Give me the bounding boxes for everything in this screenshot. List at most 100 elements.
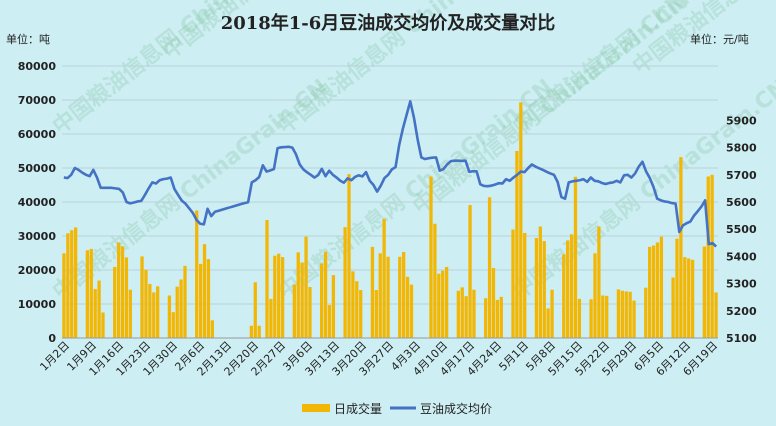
price-line	[63, 100, 718, 248]
volume-bar	[85, 250, 90, 338]
left-axis-unit: 单位：吨	[6, 32, 50, 46]
legend: 日成交量 豆油成交均价	[302, 401, 492, 416]
volume-bar	[101, 312, 105, 338]
volume-bar	[519, 102, 523, 338]
volume-bar	[148, 283, 152, 338]
volume-bar	[687, 258, 691, 338]
volume-bars	[62, 102, 718, 338]
legend-swatch-volume	[302, 404, 330, 412]
volume-bar	[343, 227, 347, 338]
volume-bar	[93, 289, 97, 338]
volume-bar	[429, 176, 433, 338]
volume-bar	[515, 151, 519, 338]
volume-bar	[409, 284, 414, 338]
volume-bar	[175, 286, 179, 338]
volume-bar	[382, 219, 386, 338]
volume-bar	[156, 286, 160, 338]
volume-bar	[675, 238, 679, 338]
volume-bar	[269, 298, 273, 338]
right-tick-label: 5800	[726, 142, 757, 155]
volume-bar	[464, 296, 468, 338]
left-tick-label: 20000	[18, 264, 57, 277]
right-tick-label: 5100	[726, 332, 757, 345]
volume-bar	[292, 284, 296, 338]
volume-bar	[511, 229, 515, 338]
volume-bar	[577, 298, 582, 338]
volume-bar	[140, 256, 144, 338]
volume-bar	[280, 257, 285, 338]
volume-bar	[355, 281, 359, 338]
right-axis-unit: 单位：元/吨	[690, 32, 749, 46]
volume-bar	[74, 227, 78, 338]
volume-bar	[210, 320, 214, 338]
volume-bar	[179, 279, 183, 338]
left-tick-label: 50000	[18, 162, 57, 175]
volume-bar	[534, 238, 539, 338]
volume-bar	[616, 289, 621, 338]
volume-bar	[566, 240, 570, 338]
volume-bar	[651, 245, 656, 338]
volume-bar	[124, 257, 129, 338]
volume-bar	[573, 176, 578, 338]
volume-bar	[97, 280, 101, 338]
volume-bar	[624, 291, 628, 338]
volume-bar	[714, 292, 718, 338]
volume-bar	[128, 289, 132, 338]
chart-title: 2018年1-6月豆油成交均价及成交量对比	[221, 12, 556, 34]
volume-bar	[706, 176, 710, 338]
volume-bar	[300, 262, 304, 338]
volume-bar	[562, 254, 566, 338]
volume-bar	[378, 253, 382, 338]
volume-bar	[472, 289, 476, 338]
volume-bar	[183, 265, 187, 338]
volume-bar	[702, 246, 706, 338]
volume-bar	[499, 296, 503, 338]
volume-bar	[374, 290, 378, 338]
volume-bar	[70, 230, 74, 338]
volume-bar	[456, 290, 460, 338]
volume-bar	[550, 289, 554, 338]
left-tick-label: 80000	[18, 60, 57, 73]
volume-bar	[273, 255, 277, 338]
volume-bar	[257, 325, 261, 338]
right-tick-label: 5700	[726, 169, 757, 182]
volume-bar	[444, 266, 449, 338]
left-tick-label: 40000	[18, 196, 57, 209]
volume-bar	[386, 256, 390, 338]
volume-bar	[120, 246, 125, 338]
volume-bar	[569, 234, 574, 338]
volume-bar	[546, 308, 550, 338]
volume-bar	[487, 197, 492, 338]
volume-bar	[659, 236, 664, 338]
volume-bar	[167, 295, 172, 338]
volume-bar	[370, 246, 375, 338]
volume-bar	[620, 290, 624, 338]
volume-bar	[632, 300, 636, 338]
volume-bar	[605, 295, 609, 338]
volume-bar	[253, 282, 257, 338]
volume-bar	[331, 275, 336, 338]
volume-bar	[89, 248, 93, 338]
left-tick-label: 10000	[18, 298, 57, 311]
volume-bar	[265, 220, 269, 338]
volume-bar	[277, 253, 281, 338]
left-tick-label: 0	[48, 332, 56, 345]
volume-bar	[597, 226, 601, 338]
volume-bar	[402, 251, 406, 338]
volume-bar	[648, 246, 652, 338]
volume-bar	[347, 174, 351, 338]
volume-bar	[484, 298, 488, 338]
right-axis-ticks: 5100 5200 5300 5400 5500 5600 5700 5800 5900	[726, 114, 757, 345]
volume-bar	[655, 242, 660, 338]
volume-bar	[491, 267, 496, 338]
volume-bar	[460, 287, 464, 338]
volume-bar	[683, 257, 687, 338]
volume-bar	[405, 276, 410, 338]
volume-bar	[523, 232, 527, 338]
volume-bar	[538, 226, 542, 338]
volume-bar	[593, 253, 597, 338]
volume-bar	[542, 241, 546, 338]
volume-bar	[495, 299, 500, 338]
volume-bar	[690, 259, 695, 338]
